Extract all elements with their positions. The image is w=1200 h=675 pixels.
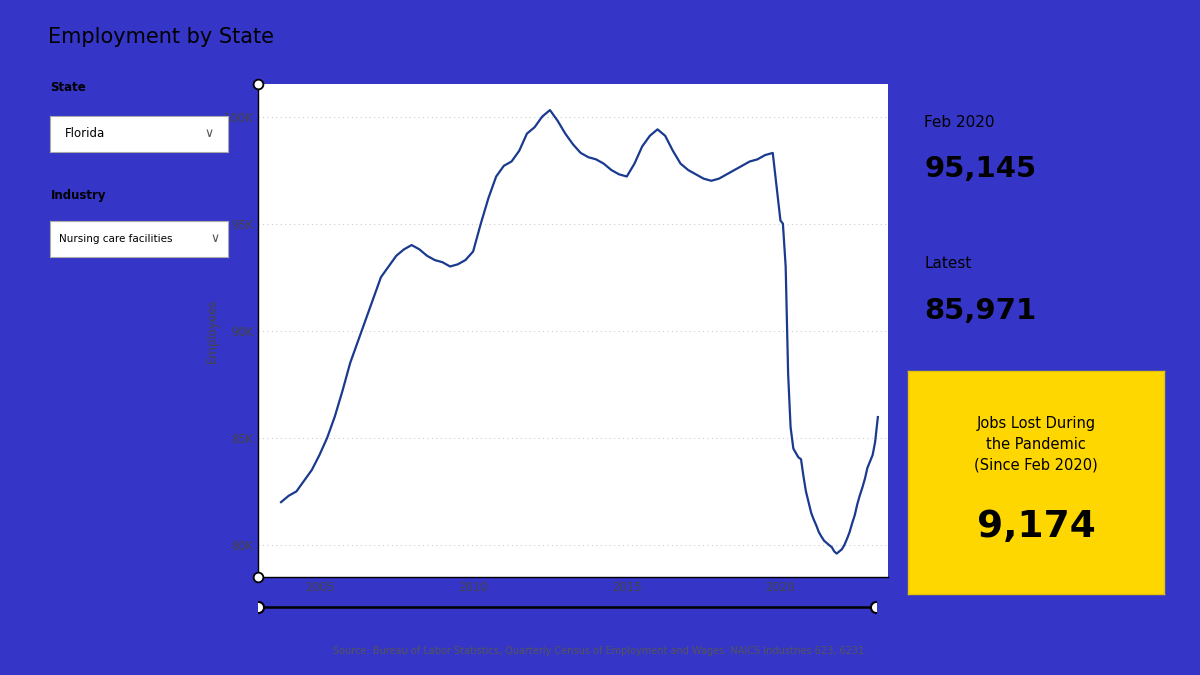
Text: Feb 2020: Feb 2020 bbox=[924, 115, 995, 130]
Text: ∨: ∨ bbox=[205, 128, 214, 140]
Y-axis label: Employees: Employees bbox=[205, 298, 218, 363]
Text: Florida: Florida bbox=[65, 128, 104, 140]
Text: State: State bbox=[50, 81, 86, 94]
Text: Jobs Lost During
the Pandemic
(Since Feb 2020): Jobs Lost During the Pandemic (Since Feb… bbox=[974, 416, 1098, 472]
Text: ∨: ∨ bbox=[210, 232, 220, 245]
Text: Industry: Industry bbox=[50, 189, 106, 202]
Text: Latest: Latest bbox=[924, 256, 971, 271]
Text: Employment by State: Employment by State bbox=[48, 27, 274, 47]
Text: Source: Bureau of Labor Statistics, Quarterly Census of Employment and Wages. NA: Source: Bureau of Labor Statistics, Quar… bbox=[332, 646, 868, 656]
Text: Nursing care facilities: Nursing care facilities bbox=[59, 234, 173, 244]
Text: 95,145: 95,145 bbox=[924, 155, 1036, 183]
Text: 9,174: 9,174 bbox=[977, 509, 1096, 545]
Text: 85,971: 85,971 bbox=[924, 297, 1037, 325]
